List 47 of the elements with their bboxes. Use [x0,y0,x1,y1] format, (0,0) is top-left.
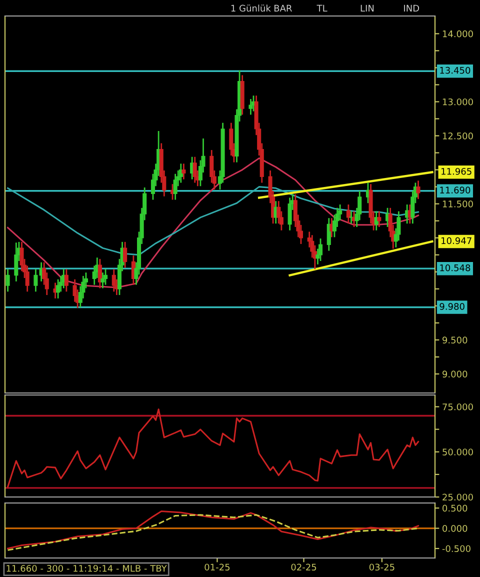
y-tick-label: 12.500 [442,132,473,140]
candlestick [318,238,323,261]
candlestick [56,279,60,298]
text: BAR [274,4,292,12]
candlestick [248,99,253,115]
y-tick-label: 0.000 [442,525,468,532]
y-tick-label: 50.000 [442,448,473,456]
text: 1 Günlük [231,4,271,12]
candlestick [123,242,128,268]
y-tick-label: 14.000 [442,30,473,38]
y-tick-label: 75.000 [442,403,473,410]
text: 11.660 - 300 - 11:19:14 - MLB - TBY [6,564,167,572]
y-tick-label: -0.500 [442,545,470,552]
text: TL [316,4,328,12]
y-tick-label: 9.500 [442,336,468,344]
annotation: 11.965 [442,168,472,175]
candlestick [64,269,68,292]
y-tick-label: 0.500 [442,504,468,512]
candlestick [182,164,186,180]
candlestick [416,180,420,200]
candlestick [112,269,116,292]
y-tick-label: 9.000 [442,370,468,378]
x-tick-label: 01-25 [204,564,230,571]
candlestick [100,272,105,288]
candlestick [98,258,102,288]
text: LIN [360,4,374,12]
x-tick-label: 03-25 [369,564,394,571]
ref-line-label: 9.980 [440,303,464,310]
ref-line-label: 11.690 [440,186,470,194]
candlestick [14,242,18,282]
candlestick [34,269,38,292]
candlestick [173,174,178,200]
y-tick-label: 13.000 [442,98,473,106]
y-tick-label: 11.500 [442,200,473,208]
candlestick [377,211,382,227]
line-series [7,408,420,488]
candlestick [346,204,350,224]
candlestick [6,269,10,292]
ref-line-label: 13.450 [440,66,470,74]
x-tick-label: 02-25 [291,564,316,571]
y-tick-label: 25.000 [442,494,473,501]
candlestick [192,156,197,183]
annotation: 10.947 [442,237,472,244]
candlestick [288,198,292,230]
ref-line-label: 10.548 [440,264,470,272]
text: IND [404,4,420,12]
candlestick [103,269,108,285]
